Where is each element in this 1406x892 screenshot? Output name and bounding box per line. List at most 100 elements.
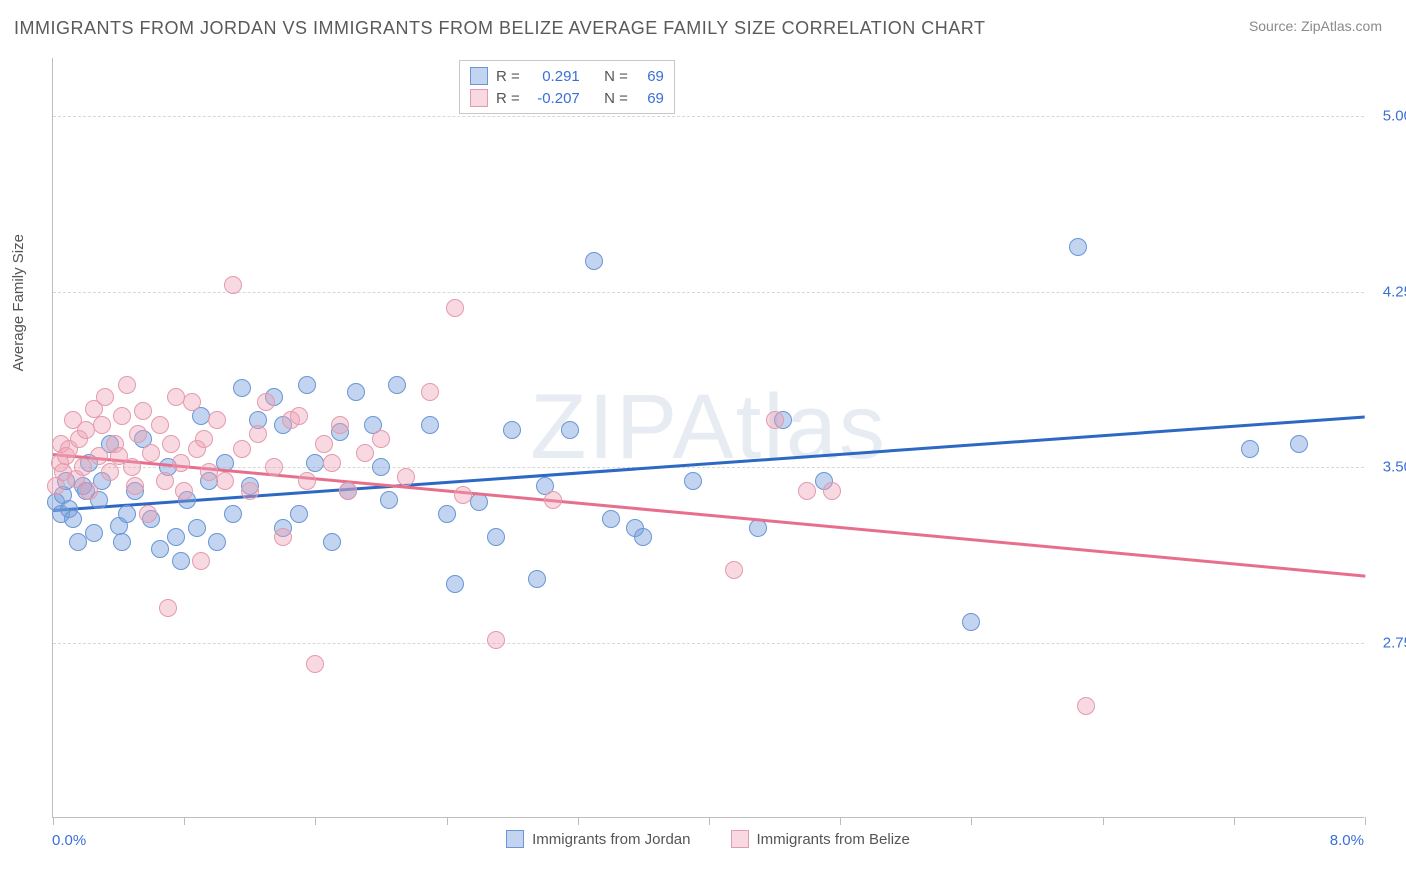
scatter-point [585,252,603,270]
scatter-point [101,463,119,481]
scatter-point [249,425,267,443]
scatter-point [544,491,562,509]
scatter-point [634,528,652,546]
x-tick [1365,817,1366,825]
scatter-point [487,631,505,649]
x-tick [1103,817,1104,825]
series-swatch [506,830,524,848]
scatter-point [159,599,177,617]
scatter-point [188,519,206,537]
scatter-point [372,458,390,476]
stat-row: R =-0.207 N =69 [470,87,664,109]
x-tick [447,817,448,825]
r-value: 0.291 [528,68,580,85]
scatter-point [372,430,390,448]
n-value: 69 [636,68,664,85]
r-label: R = [496,68,520,85]
scatter-point [290,505,308,523]
scatter-point [167,388,185,406]
scatter-point [339,482,357,500]
y-tick-label: 3.50 [1368,459,1406,476]
scatter-point [123,458,141,476]
n-label: N = [604,90,628,107]
scatter-point [224,276,242,294]
scatter-point [470,493,488,511]
correlation-stats-box: R =0.291 N =69R =-0.207 N =69 [459,60,675,114]
gridline [53,467,1364,468]
scatter-point [388,376,406,394]
scatter-point [233,440,251,458]
trend-line [53,453,1365,577]
scatter-point [208,533,226,551]
scatter-point [725,561,743,579]
scatter-point [265,458,283,476]
scatter-point [528,570,546,588]
scatter-point [80,482,98,500]
scatter-point [216,472,234,490]
y-tick-label: 2.75 [1368,634,1406,651]
scatter-point [1077,697,1095,715]
scatter-point [69,533,87,551]
scatter-point [151,416,169,434]
scatter-point [175,482,193,500]
scatter-point [151,540,169,558]
scatter-point [118,376,136,394]
scatter-point [192,552,210,570]
scatter-point [446,299,464,317]
scatter-point [421,416,439,434]
scatter-point [290,407,308,425]
scatter-point [306,655,324,673]
chart-plot-area: ZIPAtlas R =0.291 N =69R =-0.207 N =69 2… [52,58,1364,818]
x-tick [184,817,185,825]
scatter-point [74,458,92,476]
gridline [53,292,1364,293]
x-tick [315,817,316,825]
x-tick [709,817,710,825]
y-tick-label: 4.25 [1368,283,1406,300]
scatter-point [323,533,341,551]
scatter-point [64,510,82,528]
scatter-point [602,510,620,528]
scatter-point [684,472,702,490]
scatter-point [487,528,505,546]
scatter-point [172,552,190,570]
scatter-point [446,575,464,593]
gridline [53,116,1364,117]
chart-title: IMMIGRANTS FROM JORDAN VS IMMIGRANTS FRO… [14,18,985,39]
scatter-point [77,421,95,439]
scatter-point [421,383,439,401]
scatter-point [183,393,201,411]
scatter-point [93,416,111,434]
source-label: Source: [1249,18,1297,34]
scatter-point [156,472,174,490]
scatter-point [1290,435,1308,453]
series-swatch [470,89,488,107]
y-tick-label: 5.00 [1368,108,1406,125]
gridline [53,643,1364,644]
scatter-point [167,528,185,546]
scatter-point [356,444,374,462]
scatter-point [962,613,980,631]
scatter-point [118,505,136,523]
scatter-point [233,379,251,397]
scatter-point [113,533,131,551]
scatter-point [208,411,226,429]
scatter-point [195,430,213,448]
scatter-point [306,454,324,472]
x-tick [971,817,972,825]
scatter-point [96,388,114,406]
n-value: 69 [636,90,664,107]
scatter-point [749,519,767,537]
n-label: N = [604,68,628,85]
scatter-point [241,482,259,500]
scatter-point [503,421,521,439]
scatter-point [224,505,242,523]
scatter-point [126,477,144,495]
scatter-point [129,425,147,443]
scatter-point [380,491,398,509]
scatter-point [766,411,784,429]
scatter-point [298,472,316,490]
legend-item: Immigrants from Belize [731,830,910,848]
scatter-point [139,505,157,523]
scatter-point [1241,440,1259,458]
